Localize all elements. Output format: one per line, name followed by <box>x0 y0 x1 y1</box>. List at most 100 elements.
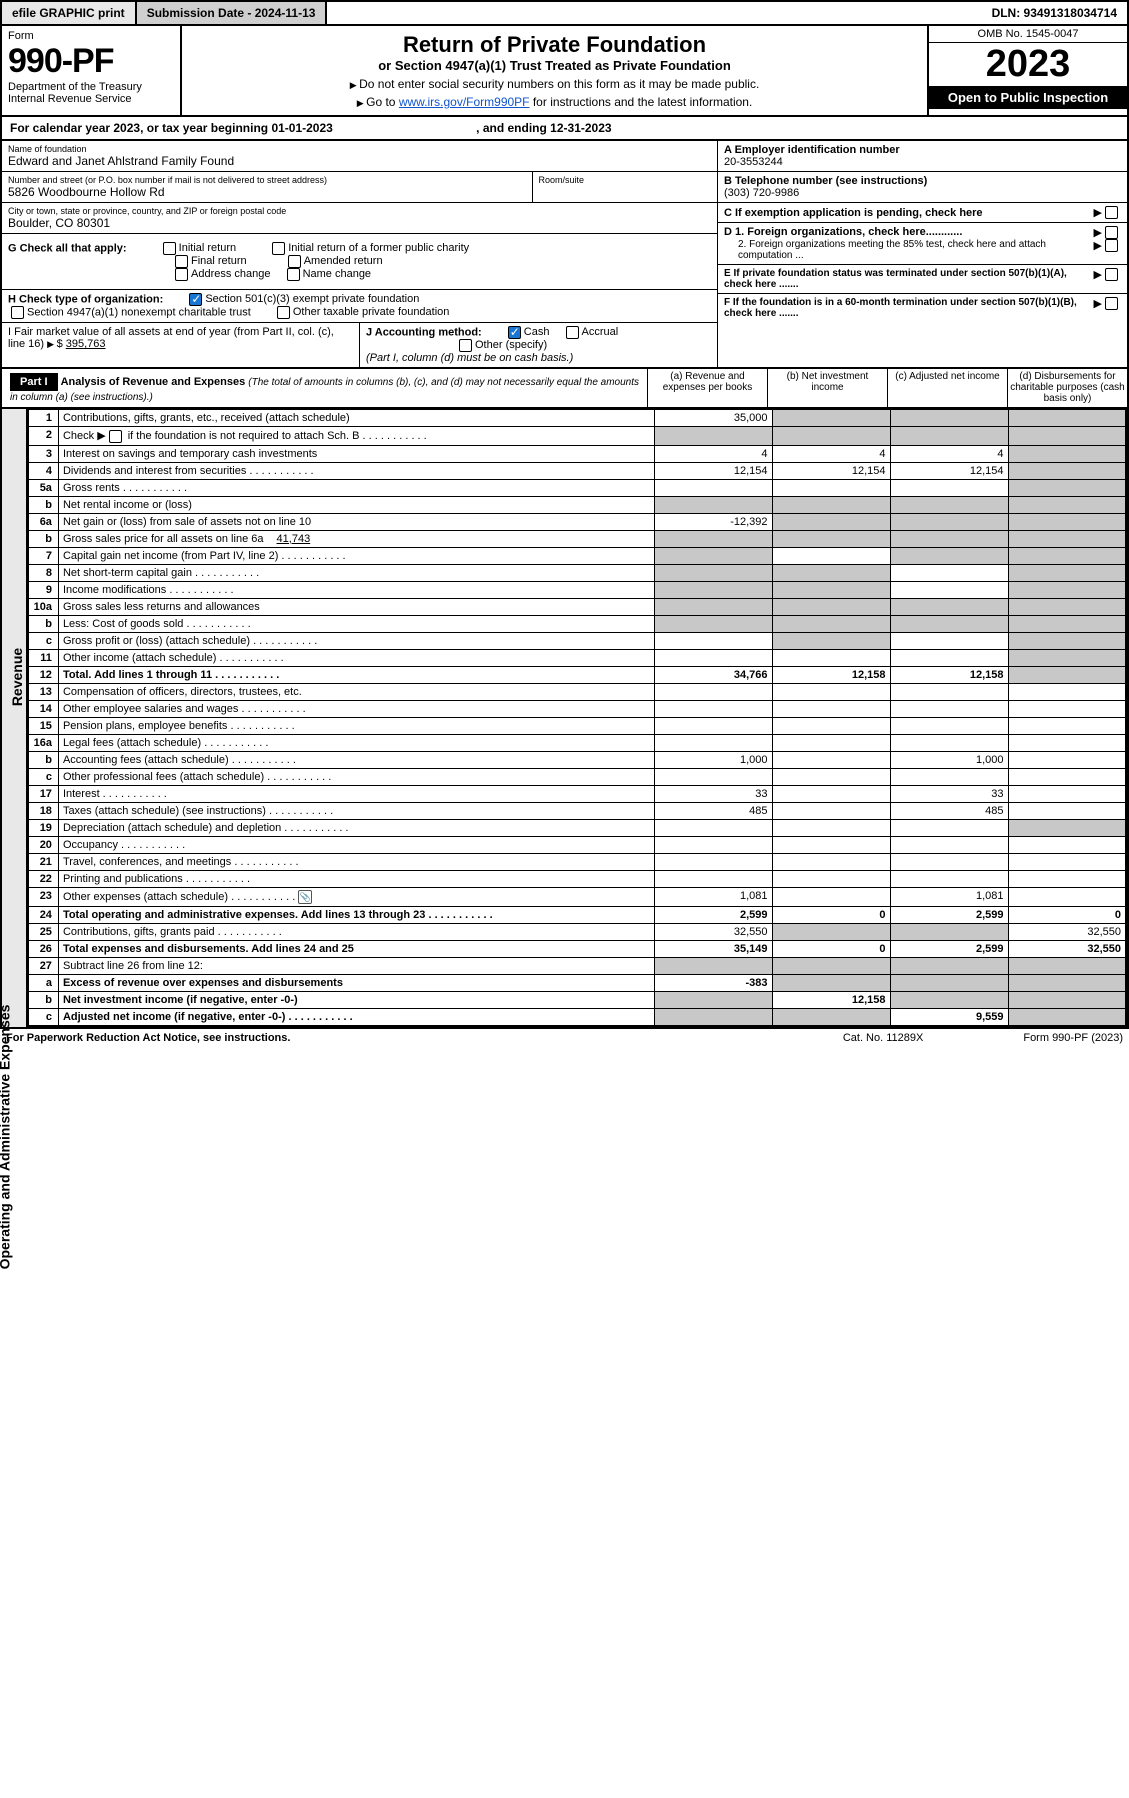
col-d-header: (d) Disbursements for charitable purpose… <box>1007 369 1127 407</box>
table-row: 12Total. Add lines 1 through 1134,76612,… <box>28 666 1126 683</box>
form-label: Form <box>8 30 174 42</box>
c-label: C If exemption application is pending, c… <box>724 207 1094 219</box>
table-row: 21Travel, conferences, and meetings <box>28 853 1126 870</box>
table-row: 23Other expenses (attach schedule) 📎1,08… <box>28 887 1126 906</box>
irs-label: Internal Revenue Service <box>8 93 174 105</box>
dept-label: Department of the Treasury <box>8 81 174 93</box>
table-row: 4Dividends and interest from securities1… <box>28 462 1126 479</box>
part1-title: Analysis of Revenue and Expenses <box>61 376 246 388</box>
submission-date: Submission Date - 2024-11-13 <box>137 2 328 24</box>
table-row: bNet rental income or (loss) <box>28 496 1126 513</box>
table-row: 17Interest3333 <box>28 785 1126 802</box>
address-change-checkbox[interactable] <box>175 268 188 281</box>
table-row: 25Contributions, gifts, grants paid32,55… <box>28 923 1126 940</box>
form-subtitle: or Section 4947(a)(1) Trust Treated as P… <box>190 58 919 73</box>
form-note-2: Go to www.irs.gov/Form990PF for instruct… <box>190 95 919 109</box>
table-row: 7Capital gain net income (from Part IV, … <box>28 547 1126 564</box>
d2-label: 2. Foreign organizations meeting the 85%… <box>738 239 1094 261</box>
f-label: F If the foundation is in a 60-month ter… <box>724 297 1094 319</box>
table-row: 24Total operating and administrative exp… <box>28 906 1126 923</box>
fmv-value: 395,763 <box>66 338 106 350</box>
dln-number: DLN: 93491318034714 <box>982 2 1127 24</box>
initial-return-checkbox[interactable] <box>163 242 176 255</box>
table-row: 16aLegal fees (attach schedule) <box>28 734 1126 751</box>
cat-no: Cat. No. 11289X <box>843 1032 924 1044</box>
table-row: cGross profit or (loss) (attach schedule… <box>28 632 1126 649</box>
table-row: 5aGross rents <box>28 479 1126 496</box>
4947a1-checkbox[interactable] <box>11 306 24 319</box>
form-header: Form 990-PF Department of the Treasury I… <box>0 26 1129 117</box>
part1-table: 1Contributions, gifts, grants, etc., rec… <box>27 409 1127 1027</box>
street-address: 5826 Woodbourne Hollow Rd <box>8 185 526 199</box>
city-state-zip: Boulder, CO 80301 <box>8 216 711 230</box>
room-label: Room/suite <box>539 175 712 185</box>
name-change-checkbox[interactable] <box>287 268 300 281</box>
omb-number: OMB No. 1545-0047 <box>929 26 1127 43</box>
page-footer: For Paperwork Reduction Act Notice, see … <box>0 1027 1129 1047</box>
part1-label: Part I <box>10 373 58 391</box>
table-row: 20Occupancy <box>28 836 1126 853</box>
e-label: E If private foundation status was termi… <box>724 268 1094 290</box>
schb-checkbox[interactable] <box>109 430 122 443</box>
table-row: 14Other employee salaries and wages <box>28 700 1126 717</box>
city-label: City or town, state or province, country… <box>8 206 711 216</box>
table-row: 10aGross sales less returns and allowanc… <box>28 598 1126 615</box>
table-row: 6aNet gain or (loss) from sale of assets… <box>28 513 1126 530</box>
form-footer-label: Form 990-PF (2023) <box>1023 1032 1123 1044</box>
table-row: cOther professional fees (attach schedul… <box>28 768 1126 785</box>
ein-value: 20-3553244 <box>724 156 1121 168</box>
g-label: G Check all that apply: <box>8 242 127 254</box>
revenue-side-label: Revenue <box>9 648 25 706</box>
table-row: bGross sales price for all assets on lin… <box>28 530 1126 547</box>
table-row: 11Other income (attach schedule) <box>28 649 1126 666</box>
table-row: 9Income modifications <box>28 581 1126 598</box>
foreign-85-checkbox[interactable] <box>1105 239 1118 252</box>
addr-label: Number and street (or P.O. box number if… <box>8 175 526 185</box>
paperwork-notice: For Paperwork Reduction Act Notice, see … <box>6 1032 843 1044</box>
final-return-checkbox[interactable] <box>175 255 188 268</box>
table-row: 1Contributions, gifts, grants, etc., rec… <box>28 410 1126 427</box>
attachment-icon[interactable]: 📎 <box>298 890 312 904</box>
h-label: H Check type of organization: <box>8 293 163 305</box>
j-label: J Accounting method: <box>366 326 482 338</box>
status-terminated-checkbox[interactable] <box>1105 268 1118 281</box>
table-row: 15Pension plans, employee benefits <box>28 717 1126 734</box>
form-title: Return of Private Foundation <box>190 32 919 58</box>
table-row: aExcess of revenue over expenses and dis… <box>28 974 1126 991</box>
amended-return-checkbox[interactable] <box>288 255 301 268</box>
foundation-name: Edward and Janet Ahlstrand Family Found <box>8 154 711 168</box>
table-row: 8Net short-term capital gain <box>28 564 1126 581</box>
501c3-checkbox[interactable] <box>189 293 202 306</box>
table-row: 22Printing and publications <box>28 870 1126 887</box>
form-number: 990-PF <box>8 42 174 81</box>
col-b-header: (b) Net investment income <box>767 369 887 407</box>
initial-former-checkbox[interactable] <box>272 242 285 255</box>
instructions-link[interactable]: www.irs.gov/Form990PF <box>399 95 530 109</box>
name-label: Name of foundation <box>8 144 711 154</box>
other-taxable-checkbox[interactable] <box>277 306 290 319</box>
table-row: 18Taxes (attach schedule) (see instructi… <box>28 802 1126 819</box>
expenses-side-label: Operating and Administrative Expenses <box>0 1005 12 1270</box>
accrual-checkbox[interactable] <box>566 326 579 339</box>
table-row: 26Total expenses and disbursements. Add … <box>28 940 1126 957</box>
other-method-checkbox[interactable] <box>459 339 472 352</box>
efile-print-button[interactable]: efile GRAPHIC print <box>2 2 137 24</box>
foreign-org-checkbox[interactable] <box>1105 226 1118 239</box>
table-row: 13Compensation of officers, directors, t… <box>28 683 1126 700</box>
col-a-header: (a) Revenue and expenses per books <box>647 369 767 407</box>
table-row: 3Interest on savings and temporary cash … <box>28 445 1126 462</box>
cash-checkbox[interactable] <box>508 326 521 339</box>
table-row: bLess: Cost of goods sold <box>28 615 1126 632</box>
table-row: bNet investment income (if negative, ent… <box>28 991 1126 1008</box>
d1-label: D 1. Foreign organizations, check here..… <box>724 226 1094 239</box>
form-note-1: Do not enter social security numbers on … <box>190 77 919 91</box>
table-row: bAccounting fees (attach schedule)1,0001… <box>28 751 1126 768</box>
calendar-year-row: For calendar year 2023, or tax year begi… <box>0 117 1129 141</box>
col-c-header: (c) Adjusted net income <box>887 369 1007 407</box>
table-row: 2Check ▶ if the foundation is not requir… <box>28 427 1126 446</box>
j-note: (Part I, column (d) must be on cash basi… <box>366 352 573 364</box>
exemption-pending-checkbox[interactable] <box>1105 206 1118 219</box>
open-to-public: Open to Public Inspection <box>929 86 1127 109</box>
tax-year: 2023 <box>929 43 1127 86</box>
60-month-checkbox[interactable] <box>1105 297 1118 310</box>
